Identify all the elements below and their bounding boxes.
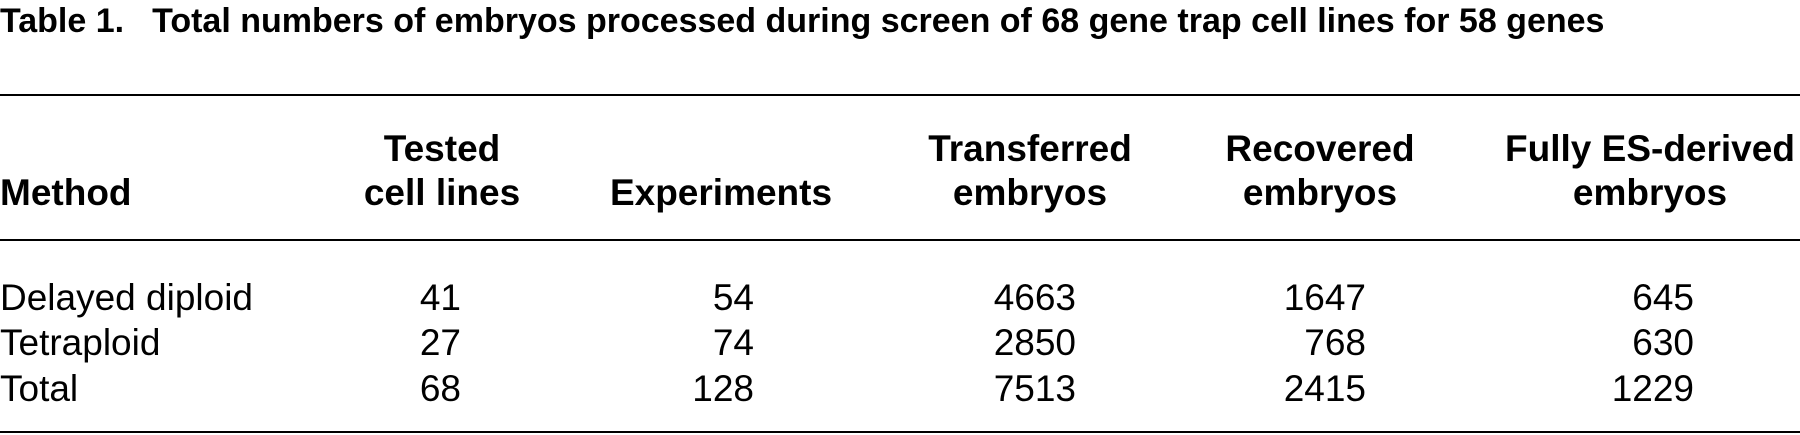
column-header: Fully ES-derived <box>1505 128 1795 169</box>
table-cell: 1229 <box>1611 368 1694 409</box>
row-label: Tetraploid <box>0 322 161 363</box>
column-header: embryos <box>952 172 1108 213</box>
row-label: Total <box>0 368 79 409</box>
table-cell: 68 <box>419 368 461 409</box>
column-header: Transferred <box>928 128 1132 169</box>
table-cell: 2415 <box>1283 368 1366 409</box>
table-cell: 128 <box>692 368 754 409</box>
row-label: Delayed diploid <box>0 277 254 318</box>
table-cell: 645 <box>1632 277 1694 318</box>
table-cell: 27 <box>419 322 461 363</box>
table-cell: 7513 <box>993 368 1076 409</box>
table-title: Total numbers of embryos processed durin… <box>152 2 1605 40</box>
table-label: Table 1. <box>0 2 125 40</box>
table-cell: 630 <box>1632 322 1694 363</box>
column-header: Tested <box>383 128 501 169</box>
table-cell: 768 <box>1304 322 1366 363</box>
table-cell: 4663 <box>993 277 1076 318</box>
column-header: embryos <box>1572 172 1728 213</box>
top-rule <box>0 94 1800 96</box>
bottom-rule <box>0 431 1800 433</box>
column-header: Method <box>0 172 132 213</box>
table-cell: 54 <box>712 277 754 318</box>
table-cell: 41 <box>419 277 461 318</box>
header-rule <box>0 239 1800 241</box>
column-header: cell lines <box>363 172 521 213</box>
column-header: embryos <box>1242 172 1398 213</box>
table-cell: 1647 <box>1283 277 1366 318</box>
column-header: Recovered <box>1225 128 1415 169</box>
table-cell: 74 <box>712 322 754 363</box>
column-header: Experiments <box>609 172 833 213</box>
table-caption: Table 1. Total numbers of embryos process… <box>0 2 1790 40</box>
table-cell: 2850 <box>993 322 1076 363</box>
